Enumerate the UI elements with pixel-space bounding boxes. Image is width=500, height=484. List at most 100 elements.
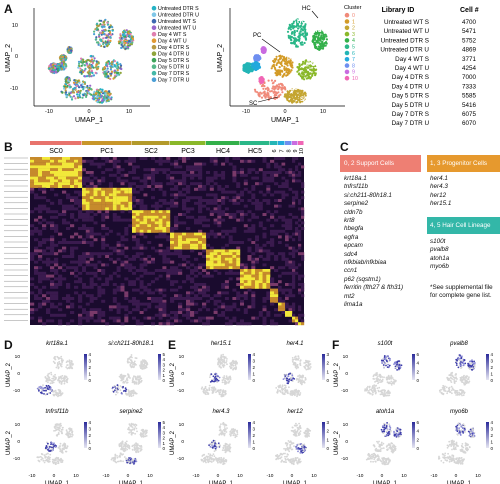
heatmap-cell <box>166 252 171 256</box>
feature-point <box>439 391 441 393</box>
feature-point <box>447 387 450 390</box>
heatmap-cell <box>251 305 256 309</box>
heatmap-cell <box>38 277 43 281</box>
heatmap-cell <box>124 319 129 323</box>
sample-legend-item: Untreated DTR S <box>151 5 199 12</box>
feature-point <box>287 392 289 395</box>
heatmap-cell <box>85 252 90 256</box>
feature-point <box>295 457 298 459</box>
heatmap-cell <box>128 162 133 166</box>
feature-point <box>371 386 374 388</box>
heatmap-cell <box>178 305 183 309</box>
heatmap-cell <box>42 277 47 281</box>
feature-point <box>210 457 212 460</box>
heatmap-cell <box>108 201 113 205</box>
heatmap-cell <box>224 232 229 236</box>
feature-point <box>456 359 458 362</box>
heatmap-cell <box>178 252 183 256</box>
heatmap-cell <box>202 218 207 222</box>
heatmap-cell <box>54 227 59 230</box>
heatmap-cell <box>124 255 129 258</box>
heatmap-cell <box>101 263 106 267</box>
x-tick: 0 <box>291 473 294 479</box>
feature-point <box>299 424 301 427</box>
heatmap-cell <box>139 185 144 188</box>
color-scale-tick: 1 <box>253 440 256 445</box>
feature-point <box>294 390 297 393</box>
feature-point <box>56 433 59 436</box>
heatmap-cell <box>78 176 83 180</box>
heatmap-cell <box>162 227 167 230</box>
heatmap-cell <box>139 269 144 272</box>
feature-point <box>391 377 394 379</box>
heatmap-cell <box>101 235 106 239</box>
heatmap-cell <box>298 243 302 247</box>
legend-label: 7 <box>352 57 355 63</box>
feature-point <box>294 366 297 369</box>
feature-point <box>284 389 286 392</box>
table-header-cells: Cell # <box>460 7 479 14</box>
feature-point <box>280 461 283 463</box>
heatmap-cell <box>105 199 110 202</box>
feature-point <box>124 387 127 390</box>
heatmap-cell <box>170 232 175 236</box>
y-tick: 10 <box>15 422 21 428</box>
heatmap-cell <box>202 283 207 286</box>
feature-point <box>66 432 69 434</box>
heatmap-cell <box>50 171 55 174</box>
heatmap-cell <box>292 246 296 250</box>
feature-point <box>376 387 379 390</box>
feature-point <box>55 461 57 464</box>
heatmap-cell <box>151 229 155 233</box>
heatmap-cell <box>154 313 159 317</box>
heatmap-cell <box>224 280 229 284</box>
heatmap-cell <box>274 173 279 177</box>
heatmap-cell <box>190 271 195 275</box>
heatmap-cell <box>62 171 67 174</box>
heatmap-cell <box>158 229 163 233</box>
heatmap-cell <box>124 277 129 281</box>
heatmap-cell <box>38 187 43 191</box>
legend-label: 5 <box>352 45 355 51</box>
heatmap-group-bar <box>270 141 278 145</box>
heatmap-cell <box>143 157 148 160</box>
heatmap-cell <box>281 305 286 309</box>
feature-point <box>463 374 465 377</box>
heatmap-cell <box>251 266 256 270</box>
cluster-legend-item: 8 <box>344 63 355 69</box>
heatmap-cell <box>132 204 136 208</box>
heatmap-cell <box>281 182 286 186</box>
y-tick: 0 <box>345 371 348 377</box>
heatmap-cell <box>108 182 113 186</box>
heatmap-cell <box>93 204 98 208</box>
feature-point <box>121 440 124 443</box>
feature-point <box>298 422 300 425</box>
heatmap-cell <box>154 207 159 211</box>
heatmap-cell <box>224 322 229 326</box>
heatmap-cell <box>120 196 125 200</box>
feature-point <box>445 386 448 389</box>
heatmap-cell <box>278 168 282 172</box>
heatmap-cell <box>101 196 106 200</box>
heatmap-cell <box>217 185 222 188</box>
heatmap-cell <box>255 277 259 281</box>
library-id-cell: Day 7 DTR S <box>392 111 429 118</box>
heatmap-cell <box>228 322 233 326</box>
heatmap-cell <box>224 213 229 216</box>
feature-point <box>127 460 129 463</box>
heatmap-cell <box>285 294 289 298</box>
heatmap-cell <box>108 277 113 281</box>
heatmap-cell <box>78 159 83 163</box>
heatmap-cell <box>170 176 175 180</box>
color-scale-bar <box>322 354 325 380</box>
heatmap-cell <box>243 308 248 312</box>
heatmap-cell <box>112 271 117 275</box>
heatmap-cell <box>58 157 63 160</box>
heatmap-cell <box>135 224 140 228</box>
heatmap-cell <box>285 232 289 236</box>
heatmap-cell <box>236 193 241 197</box>
heatmap-cell <box>132 288 136 292</box>
heatmap-cell <box>54 260 59 264</box>
heatmap-cell <box>82 182 86 186</box>
heatmap-cell <box>154 297 159 300</box>
